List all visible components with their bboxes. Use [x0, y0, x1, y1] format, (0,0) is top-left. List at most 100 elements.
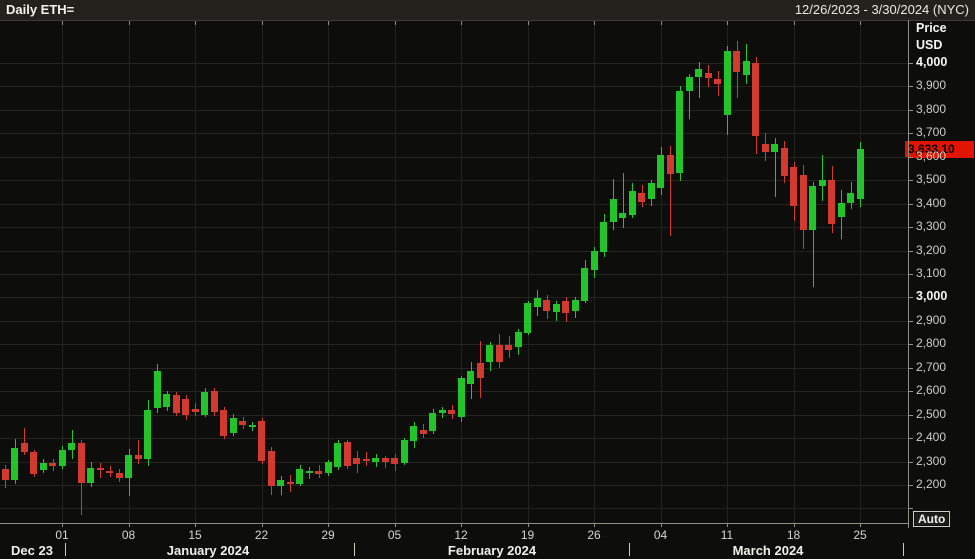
- candle-body: [619, 212, 626, 219]
- candle-body: [248, 424, 256, 428]
- candle-wick: [622, 173, 624, 229]
- candle-body: [353, 458, 360, 465]
- y-axis-label: 3,300: [916, 219, 947, 234]
- candle-body: [182, 399, 189, 416]
- candle-body: [524, 303, 531, 333]
- x-axis-top-tick: [793, 21, 795, 25]
- chart-title-bar: Daily ETH= 12/26/2023 - 3/30/2024 (NYC): [0, 0, 975, 21]
- price-axis-title: Price: [916, 21, 947, 35]
- candle-body: [486, 345, 493, 363]
- candle-body: [733, 50, 740, 72]
- x-axis-tick: [195, 523, 196, 527]
- candle-body: [448, 410, 455, 414]
- x-axis-tick: [793, 523, 795, 527]
- x-axis-month-separator: [903, 543, 904, 556]
- auto-scale-button[interactable]: Auto: [913, 511, 951, 527]
- candle-body: [305, 470, 313, 473]
- x-axis-top-tick: [328, 21, 329, 25]
- y-axis-tick: [908, 391, 913, 393]
- y-axis-tick: [908, 109, 913, 111]
- candle-body: [296, 468, 303, 484]
- x-axis-day-label: 04: [653, 528, 668, 542]
- h-gridline: [0, 461, 908, 463]
- candle-wick: [698, 62, 700, 99]
- candle-body: [799, 175, 807, 230]
- y-axis-tick: [908, 250, 913, 252]
- h-gridline: [0, 391, 908, 393]
- x-axis-day-label: 25: [853, 528, 867, 542]
- h-gridline: [0, 438, 908, 440]
- x-axis-day-label: 12: [454, 528, 468, 542]
- h-gridline: [0, 180, 908, 182]
- candle-body: [210, 390, 218, 413]
- v-gridline: [62, 20, 63, 523]
- y-axis-label: 3,700: [916, 125, 947, 140]
- candle-body: [229, 417, 237, 434]
- chart-plot-area[interactable]: [0, 21, 908, 523]
- candle-body: [343, 442, 351, 467]
- v-gridline: [527, 20, 529, 523]
- candle-wick: [24, 427, 25, 455]
- x-axis-tick: [727, 523, 728, 527]
- x-axis-top-tick: [261, 21, 263, 25]
- candle-body: [828, 179, 835, 225]
- x-axis-month-separator: [629, 543, 630, 556]
- candle-body: [514, 332, 522, 348]
- v-gridline: [793, 20, 795, 523]
- y-axis-tick: [908, 297, 913, 299]
- candle-body: [49, 462, 56, 466]
- y-axis-tick: [908, 156, 913, 158]
- candle-body: [771, 143, 778, 152]
- candle-body: [400, 440, 408, 464]
- chart-title: Daily ETH=: [6, 2, 75, 17]
- candle-body: [761, 143, 769, 152]
- x-axis-tick: [527, 523, 529, 527]
- y-axis-tick: [908, 86, 913, 88]
- y-axis-label: 2,500: [916, 406, 947, 421]
- x-axis-top-tick: [195, 21, 196, 25]
- x-axis-top-tick: [727, 21, 728, 25]
- x-axis-month-separator: [65, 543, 66, 556]
- x-axis-month-separator: [354, 543, 355, 556]
- y-axis-label: 2,900: [916, 312, 947, 327]
- x-axis-top-tick: [660, 21, 662, 25]
- h-gridline: [0, 227, 908, 229]
- candle-body: [600, 222, 607, 252]
- x-axis-tick: [461, 523, 462, 527]
- y-axis-tick: [908, 438, 913, 440]
- x-axis-day-label: 08: [121, 528, 136, 542]
- candle-body: [286, 482, 294, 485]
- y-axis-tick: [908, 203, 913, 205]
- h-gridline: [0, 344, 908, 346]
- x-axis-top-tick: [62, 21, 63, 25]
- candle-body: [106, 470, 113, 474]
- y-axis-label: 3,900: [916, 78, 947, 93]
- candle-body: [742, 61, 750, 76]
- y-axis-label: 3,500: [916, 172, 947, 187]
- h-gridline: [0, 367, 908, 369]
- candle-body: [856, 149, 864, 200]
- h-gridline: [0, 156, 908, 158]
- candle-body: [495, 345, 503, 363]
- candle-body: [676, 90, 683, 173]
- candle-body: [543, 299, 550, 311]
- candle-body: [419, 429, 427, 434]
- x-axis-day-label: 22: [254, 528, 269, 542]
- x-axis-tick: [128, 523, 130, 527]
- x-axis-day-label: 11: [720, 528, 734, 542]
- x-axis-month-label: January 2024: [166, 543, 250, 558]
- candle-body: [818, 179, 826, 186]
- x-axis-day-label: 01: [55, 528, 69, 542]
- v-gridline: [128, 20, 130, 523]
- candle-body: [410, 425, 417, 441]
- candle-body: [239, 421, 246, 425]
- candle-body: [362, 458, 370, 462]
- x-axis-day-label: 29: [321, 528, 335, 542]
- y-axis-label: 3,000: [916, 289, 948, 304]
- y-axis-label: 3,100: [916, 265, 947, 280]
- y-axis-label: 3,600: [916, 148, 947, 163]
- x-axis-top-tick: [128, 21, 130, 25]
- y-axis-tick: [908, 227, 913, 229]
- candle-body: [153, 371, 161, 408]
- x-axis-tick: [660, 523, 662, 527]
